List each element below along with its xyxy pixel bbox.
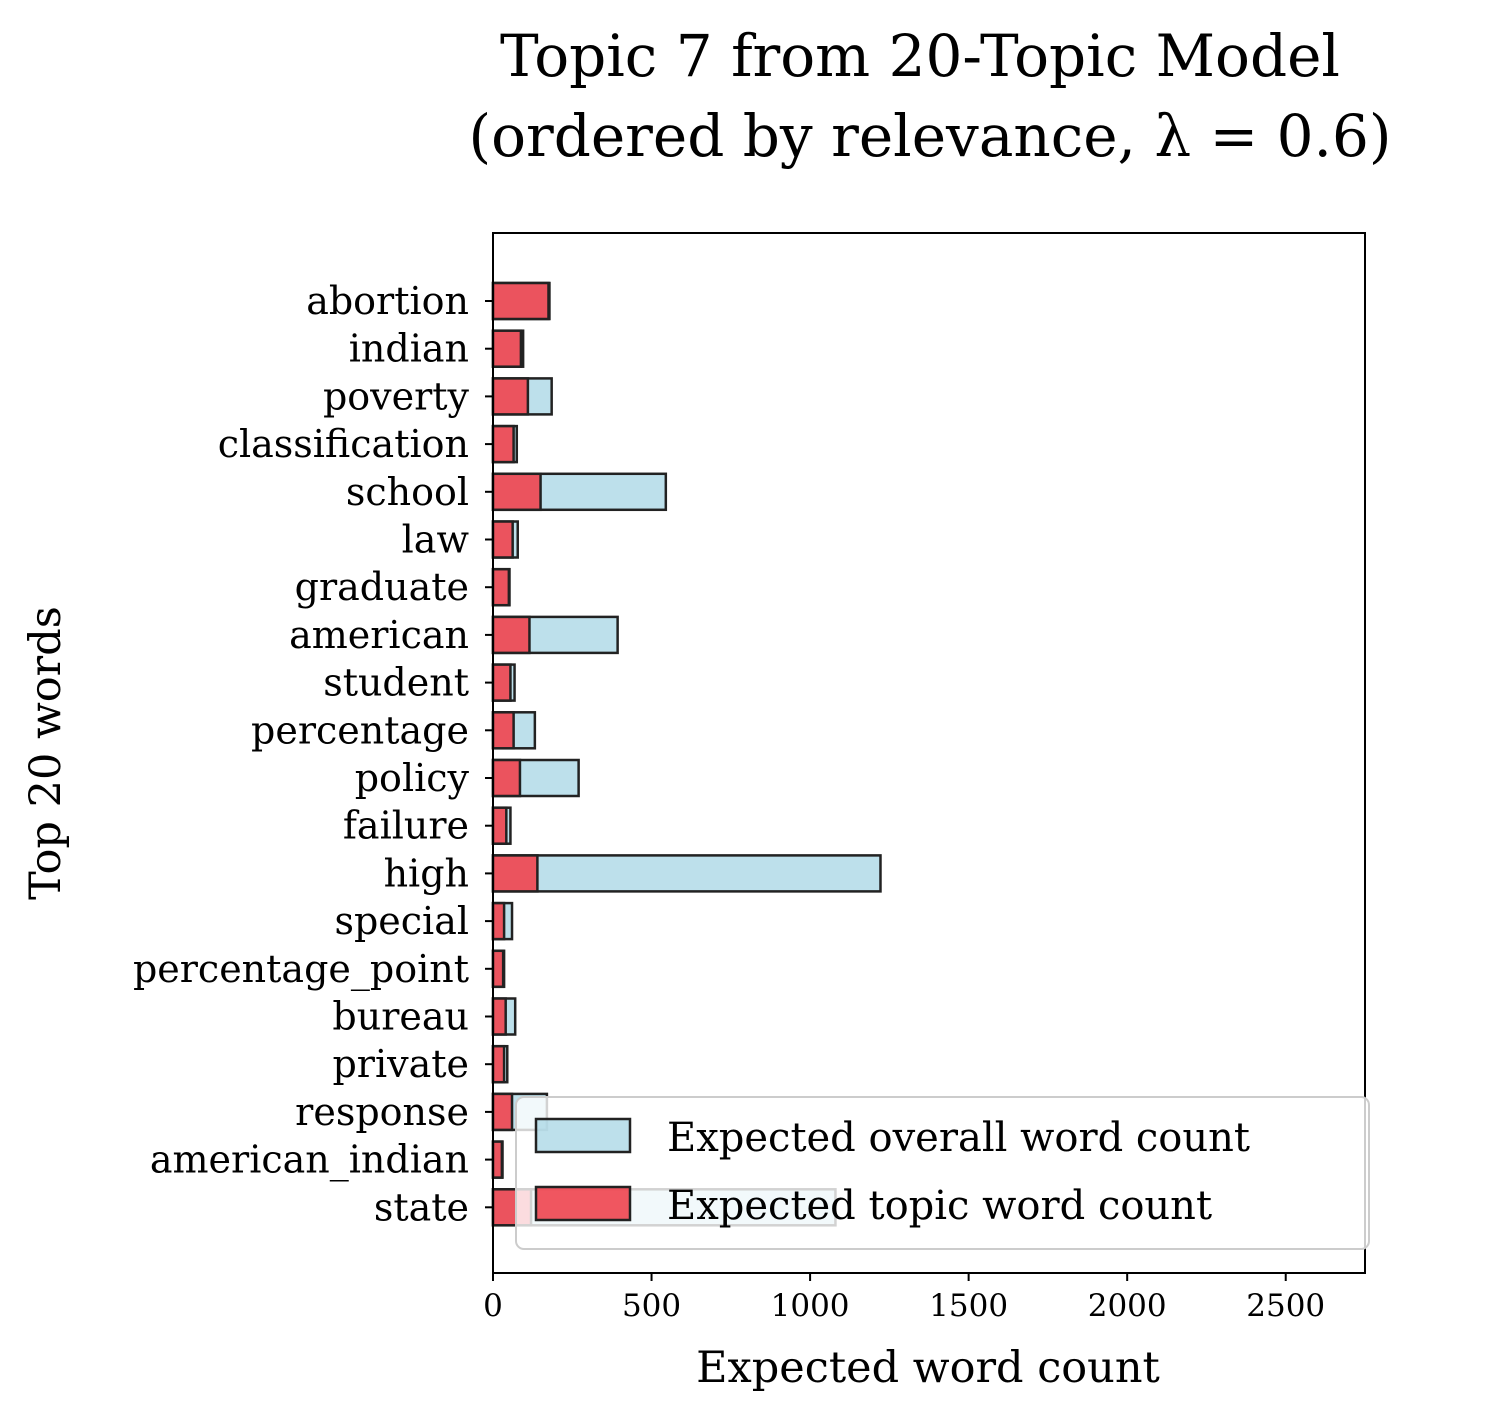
y-tick-label: american_indian [150,1138,469,1183]
y-tick-label: abortion [306,279,469,323]
x-tick-label: 500 [622,1288,681,1324]
topic-bar-high [491,854,539,893]
topic-bar-school [491,472,542,512]
topic-bar-failure [491,806,508,845]
legend: Expected overall word count Expected top… [515,1096,1370,1250]
y-tick-label: poverty [323,374,470,418]
y-tick-label: response [295,1090,469,1134]
chart-subtitle: (ordered by relevance, λ = 0.6) [468,102,1391,170]
y-tick-label: school [346,470,469,514]
x-axis-ticks: 0 500 1000 1500 2000 2500 [483,1273,1325,1324]
topic-count-bars [491,281,550,1227]
topic-bar-bureau [491,997,507,1036]
y-tick-label: student [323,661,469,705]
x-tick-label: 2000 [1088,1288,1167,1324]
y-tick-label: policy [355,756,470,800]
y-tick-label: law [402,518,470,562]
x-tick-label: 2500 [1246,1288,1325,1324]
y-tick-label: american [289,613,469,657]
y-tick-label: state [374,1185,469,1229]
y-tick-label: indian [349,327,469,371]
x-tick-label: 1500 [929,1288,1008,1324]
topic-bar-abortion [491,281,550,321]
legend-box [515,1096,1370,1250]
legend-label-overall: Expected overall word count [667,1115,1250,1161]
y-tick-label: graduate [295,565,469,609]
y-tick-label: classification [218,422,469,466]
x-tick-label: 1000 [771,1288,850,1324]
topic-bar-response [491,1092,514,1132]
plot-frame [492,232,1366,1274]
topic-bar-special [491,901,506,941]
topic-bar-classification [491,424,515,464]
y-tick-label: high [384,851,469,895]
overall-count-bars [491,281,882,1227]
topic-bar-percentage [491,711,515,750]
y-tick-label: special [334,899,469,943]
y-tick-label: percentage [251,708,469,752]
legend-swatch-overall [534,1117,632,1154]
topic-bar-poverty [491,377,530,416]
y-tick-label: bureau [332,995,469,1039]
topic-bar-law [491,520,514,559]
topic-bar-policy [491,758,522,798]
topic-bar-indian [491,329,523,368]
y-tick-label: failure [343,804,469,848]
y-axis-ticks: abortionindianpovertyclassificationschoo… [133,279,493,1229]
topic-bar-percentage_point [491,949,505,989]
topic-bar-american [491,615,531,655]
overall-bar-high [491,854,882,893]
topic-bar-graduate [491,567,511,607]
topic-bar-american_indian [491,1140,504,1179]
topic-bar-student [491,663,512,702]
x-axis-label: Expected word count [696,1343,1160,1393]
y-axis-label: Top 20 words [21,606,71,900]
x-tick-label: 0 [483,1288,503,1324]
legend-swatch-topic [534,1185,632,1222]
legend-label-topic: Expected topic word count [667,1183,1212,1229]
topic-bar-private [491,1044,506,1084]
y-tick-label: private [332,1042,469,1086]
y-tick-label: percentage_point [133,947,469,992]
chart-title: Topic 7 from 20-Topic Model [500,22,1340,90]
